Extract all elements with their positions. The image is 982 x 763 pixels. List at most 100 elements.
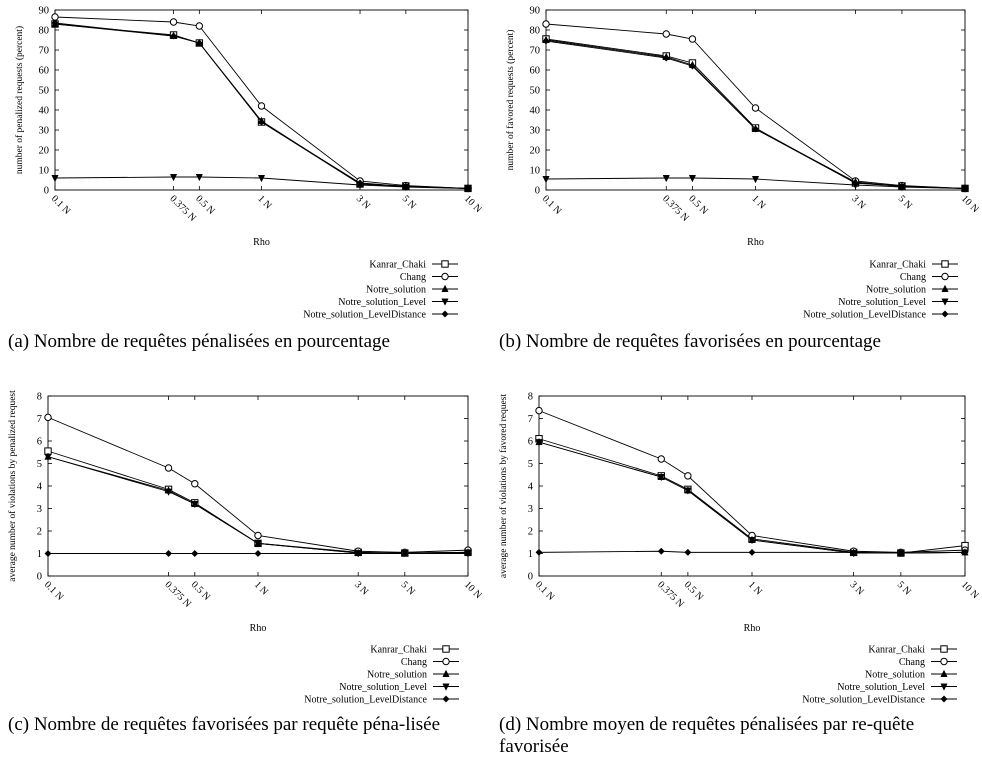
x-tick-label: 3 N [849,193,867,211]
y-tick-label: 10 [530,166,541,177]
caption-d: (d) Nombre moyen de requêtes pénalisées … [499,714,915,757]
data-point [662,175,670,183]
data-point [898,182,906,190]
y-tick-label: 80 [530,26,541,37]
x-axis-label: Rho [250,623,267,634]
data-point [542,20,550,28]
x-tick-label: 3 N [352,579,370,597]
x-tick-label: 5 N [400,193,418,211]
legend-label: Notre_solution_LevelDistance [802,695,925,706]
y-tick-label: 5 [528,459,533,470]
data-point [464,549,472,558]
x-tick-label: 0.1 N [533,579,557,603]
series-Chang [44,413,472,557]
y-tick-label: 40 [530,106,541,117]
data-point [688,175,697,183]
y-tick-label: 7 [528,414,533,425]
x-tick-label: 0.375 N [162,579,193,610]
x-tick-label: 0.375 N [167,193,198,224]
data-point [662,54,670,62]
data-point [51,13,59,21]
y-tick-label: 3 [528,504,533,515]
data-point [684,548,692,556]
data-point [51,175,59,183]
data-point [169,18,178,26]
series-line [545,38,966,189]
caption-a: (a) Nombre de requêtes pénalisées en pou… [8,331,390,352]
y-tick-label: 2 [528,527,533,538]
y-tick-label: 50 [530,86,541,97]
x-tick-label: 0.1 N [49,193,73,217]
legend-label: Chang [401,657,427,668]
y-axis-label: average number of violations by penalize… [7,390,18,582]
data-point [169,32,178,40]
data-point [164,549,173,558]
y-tick-label: 1 [528,549,533,560]
data-point [657,455,665,463]
y-tick-label: 0 [528,572,533,583]
x-tick-label: 5 N [896,193,914,211]
y-tick-label: 4 [528,482,534,493]
data-point [542,37,550,45]
y-tick-label: 20 [39,146,50,157]
data-point [535,548,543,556]
x-tick-label: 1 N [255,193,273,211]
x-tick-label: 10 N [462,193,484,215]
data-point [751,125,760,133]
legend-label: Notre_solution [865,670,925,681]
data-point [195,174,203,182]
legend-marker [442,695,450,703]
data-point [961,548,969,556]
data-point [961,184,969,192]
data-point [897,549,905,557]
x-tick-label: 0.5 N [189,579,213,603]
legend-label: Notre_solution_LevelDistance [803,310,926,321]
legend-marker [442,669,450,677]
x-tick-label: 10 N [959,193,981,215]
y-tick-label: 50 [39,86,50,97]
data-point [257,102,266,110]
data-point [684,472,692,480]
series-Chang [542,20,969,193]
series-Kanrar_Chaki [542,35,969,193]
x-tick-label: 0.375 N [660,193,691,224]
legend-marker [941,310,949,318]
data-point [257,175,266,183]
y-tick-label: 20 [530,146,541,157]
series-line [545,39,966,189]
x-tick-label: 0.375 N [655,579,686,610]
x-tick-label: 1 N [749,193,767,211]
legend-label: Notre_solution [366,285,426,296]
y-tick-label: 4 [37,482,43,493]
legend: Kanrar_ChakiChangNotre_solutionNotre_sol… [802,645,957,706]
data-point [657,474,665,482]
chart-panel-a: 0 10 20 30 40 50 60 70 80 90 0.1 N 0.375 N 0.5 N 1 N 3… [0,0,491,330]
x-tick-label: 0.5 N [682,579,706,603]
x-tick-label: 1 N [746,579,764,597]
y-tick-label: 6 [528,437,533,448]
y-tick-label: 3 [37,504,42,515]
series-Chang [51,13,472,193]
data-point [356,179,364,187]
data-point [535,406,543,415]
series-Notre_solution [44,452,472,556]
legend-label: Kanrar_Chaki [370,645,427,656]
legend-label: Notre_solution [367,670,427,681]
series-Notre_solution_LevelDistance [51,19,472,192]
data-point [44,413,52,422]
legend: Kanrar_ChakiChangNotre_solutionNotre_sol… [803,260,958,321]
y-tick-label: 1 [37,549,42,560]
chart-panel-b: 0 10 20 30 40 50 60 70 80 90 0.1 N 0.375 N 0.5 N 1 N 3… [491,0,982,330]
legend-label: Notre_solution_LevelDistance [304,695,427,706]
x-tick-label: 0.1 N [42,579,66,603]
y-tick-label: 70 [39,46,50,57]
data-point [851,179,860,187]
legend-label: Notre_solution_Level [837,682,925,693]
legend-marker [441,310,449,318]
data-point [748,548,756,556]
x-tick-label: 0.5 N [193,193,217,217]
plot-frame [54,9,469,191]
data-point [254,540,262,548]
y-tick-label: 90 [39,6,50,17]
x-axis-label: Rho [744,623,761,634]
